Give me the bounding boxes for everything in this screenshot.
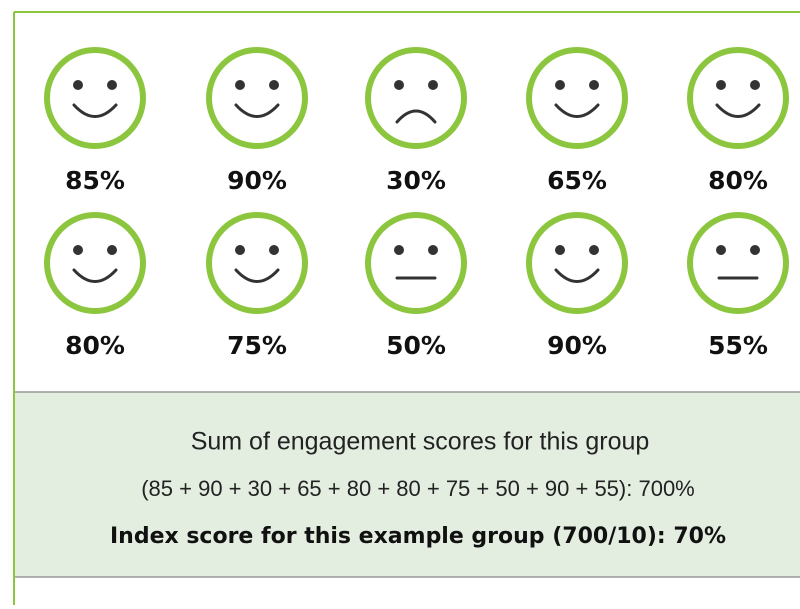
eye <box>235 80 245 90</box>
score-label: 90% <box>547 331 607 360</box>
score-label: 50% <box>386 331 446 360</box>
score-label: 80% <box>65 331 125 360</box>
face <box>206 47 308 149</box>
eye <box>107 80 117 90</box>
eye <box>716 80 726 90</box>
face-outline <box>526 212 628 314</box>
eye <box>394 80 404 90</box>
eye <box>269 80 279 90</box>
face-outline <box>365 212 467 314</box>
eye <box>107 245 117 255</box>
score-label: 90% <box>227 166 287 195</box>
mouth <box>395 109 437 124</box>
face-outline <box>687 212 789 314</box>
mouth <box>234 103 280 118</box>
face <box>365 47 467 149</box>
score-label: 75% <box>227 331 287 360</box>
mouth <box>715 103 761 118</box>
face-outline <box>526 47 628 149</box>
mouth <box>234 268 280 283</box>
face-outline <box>206 212 308 314</box>
score-label: 30% <box>386 166 446 195</box>
eye <box>73 80 83 90</box>
summary-line: Sum of engagement scores for this group <box>191 428 650 456</box>
score-label: 80% <box>708 166 768 195</box>
face-outline <box>44 212 146 314</box>
eye <box>589 245 599 255</box>
face <box>687 47 789 149</box>
eye <box>235 245 245 255</box>
mouth <box>72 103 118 118</box>
mouth <box>72 268 118 283</box>
eye <box>428 80 438 90</box>
face <box>365 212 467 314</box>
face <box>526 47 628 149</box>
face-outline <box>687 47 789 149</box>
score-label: 65% <box>547 166 607 195</box>
eye <box>716 245 726 255</box>
eye <box>750 245 760 255</box>
eye <box>394 245 404 255</box>
face <box>44 47 146 149</box>
mouth <box>554 103 600 118</box>
face <box>206 212 308 314</box>
face-outline <box>44 47 146 149</box>
eye <box>428 245 438 255</box>
eye <box>589 80 599 90</box>
summary-line: Index score for this example group (700/… <box>110 524 726 549</box>
summary-line: (85 + 90 + 30 + 65 + 80 + 80 + 75 + 50 +… <box>141 476 695 501</box>
score-label: 85% <box>65 166 125 195</box>
eye <box>269 245 279 255</box>
score-label: 55% <box>708 331 768 360</box>
face <box>526 212 628 314</box>
face <box>687 212 789 314</box>
eye <box>555 245 565 255</box>
eye <box>555 80 565 90</box>
summary-box <box>15 392 800 577</box>
mouth <box>554 268 600 283</box>
face-outline <box>365 47 467 149</box>
eye <box>73 245 83 255</box>
face-outline <box>206 47 308 149</box>
eye <box>750 80 760 90</box>
face <box>44 212 146 314</box>
